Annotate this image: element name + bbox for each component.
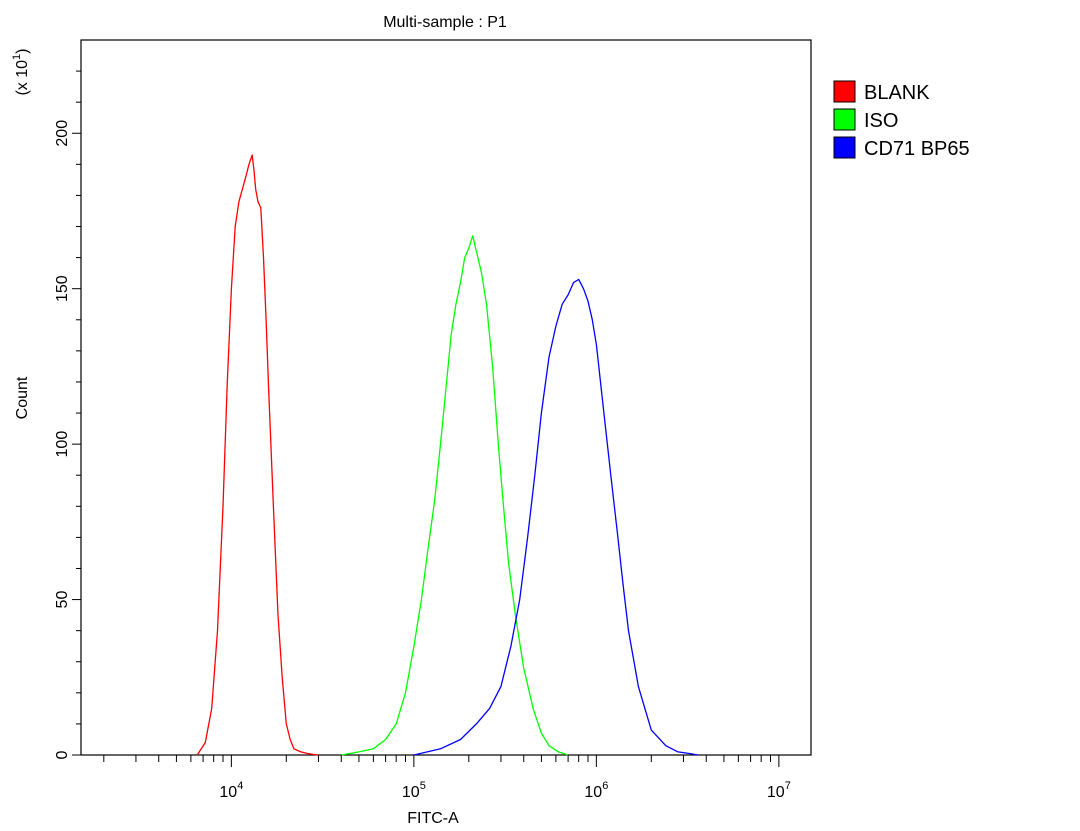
x-tick-base: 10: [219, 784, 237, 801]
chart-title: Multi-sample : P1: [383, 14, 507, 31]
series-line-cd71-bp65: [413, 278, 699, 756]
x-tick-base: 10: [584, 784, 602, 801]
series-line-blank: [196, 154, 319, 756]
legend-label: ISO: [864, 110, 898, 132]
x-tick-base: 10: [767, 784, 785, 801]
legend-label: BLANK: [864, 82, 930, 104]
y-tick-label: 0: [54, 750, 71, 759]
y-multiplier-suffix: ): [14, 48, 31, 53]
x-tick-label: 106: [584, 780, 608, 801]
y-tick-label: 50: [54, 591, 71, 609]
x-tick-base: 10: [402, 784, 420, 801]
x-axis: 104 105 106 107: [103, 755, 791, 801]
legend-swatch: [833, 136, 856, 159]
legend-swatch: [833, 80, 856, 103]
x-tick-exponent: 4: [237, 780, 243, 792]
x-tick-label: 107: [767, 780, 791, 801]
y-axis: 0 50 100 150 200: [54, 70, 81, 759]
y-multiplier-label: (x 101): [11, 48, 31, 95]
y-tick-label: 150: [54, 275, 71, 302]
x-tick-exponent: 5: [420, 780, 426, 792]
y-multiplier-prefix: (x 10: [14, 60, 31, 96]
series-layer: [196, 154, 699, 756]
legend-swatch: [833, 108, 856, 131]
x-tick-label: 105: [402, 780, 426, 801]
y-tick-label: 100: [54, 431, 71, 458]
y-multiplier-exponent: 1: [11, 54, 23, 60]
legend: BLANK ISO CD71 BP65: [833, 80, 970, 160]
x-tick-exponent: 6: [602, 780, 608, 792]
x-axis-title: FITC-A: [407, 810, 459, 827]
series-line-iso: [341, 235, 569, 756]
x-tick-exponent: 7: [785, 780, 791, 792]
y-tick-label: 200: [54, 120, 71, 147]
plot-frame: [80, 39, 812, 756]
legend-label: CD71 BP65: [864, 138, 970, 160]
x-tick-label: 104: [219, 780, 243, 801]
y-axis-title: Count: [14, 376, 31, 419]
